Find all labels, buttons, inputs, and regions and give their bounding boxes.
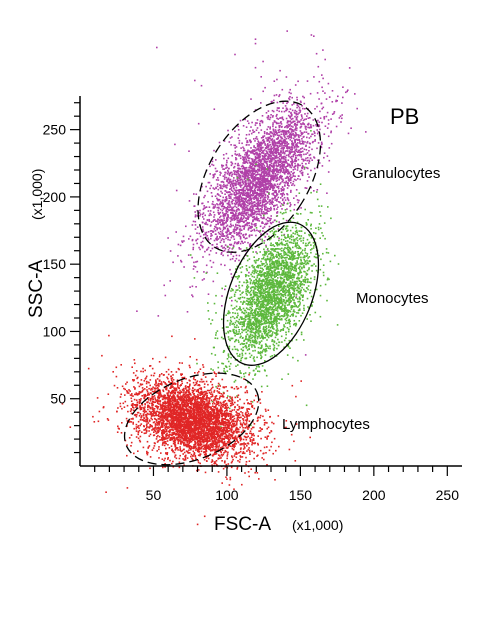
ticks-layer: 50 100 150 200 250 50 100 150 200 250 <box>43 102 460 503</box>
gates-layer <box>123 100 322 466</box>
x-tick-label: 250 <box>436 487 460 503</box>
y-axis-unit: (x1,000) <box>29 169 45 220</box>
gate-monocytes <box>222 221 320 366</box>
panel-title: PB <box>390 104 419 129</box>
y-tick-label: 100 <box>43 323 67 339</box>
gate-granulocytes <box>197 100 322 253</box>
y-tick-label: 150 <box>43 256 67 272</box>
x-axis-title: FSC-A <box>214 514 271 535</box>
x-tick-label: 100 <box>215 487 239 503</box>
gate-lymphocytes <box>123 372 260 466</box>
labels-layer: PB FSC-A (x1,000) SSC-A (x1,000) Granulo… <box>26 104 440 535</box>
series-points-granulocytes <box>136 30 367 356</box>
x-tick-label: 200 <box>362 487 386 503</box>
y-axis-title: SSC-A <box>26 260 47 318</box>
series-points-lymphocytes <box>61 334 311 526</box>
y-tick-label: 250 <box>43 122 67 138</box>
y-tick-label: 50 <box>50 391 66 407</box>
x-tick-label: 150 <box>289 487 313 503</box>
x-tick-label: 50 <box>146 487 162 503</box>
series-label-granulocytes: Granulocytes <box>352 165 440 182</box>
series-label-lymphocytes: Lymphocytes <box>282 416 370 433</box>
data-points-layer <box>61 30 367 526</box>
series-points-monocytes <box>189 130 340 428</box>
series-label-monocytes: Monocytes <box>356 290 429 307</box>
x-axis-unit: (x1,000) <box>292 517 343 533</box>
y-tick-label: 200 <box>43 189 67 205</box>
